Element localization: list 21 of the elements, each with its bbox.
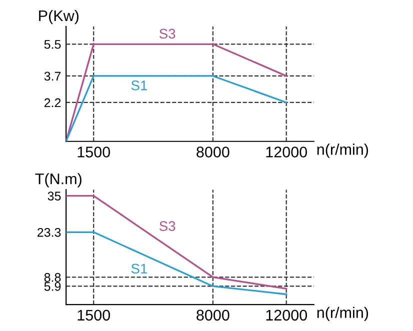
y-tick-label: 5.5	[44, 40, 61, 49]
x-axis-title: n(r/min)	[317, 144, 368, 158]
x-tick-label: 12000	[266, 310, 307, 321]
x-tick-label: 8000	[196, 310, 230, 321]
series-label: S3	[159, 28, 176, 39]
y-tick-label: 8.8	[44, 272, 61, 282]
y-axis-title: T(N.m)	[35, 173, 82, 188]
y-tick-label: 35	[48, 192, 61, 200]
x-tick-label: 1500	[78, 310, 110, 321]
x-tick-label: 12000	[266, 146, 307, 158]
y-tick-label: 5.9	[44, 282, 61, 291]
y-axis-title: P(Kw)	[39, 10, 78, 24]
series-label: S3	[159, 221, 176, 231]
y-tick-label: 2.2	[44, 98, 61, 108]
y-tick-label: 23.3	[38, 228, 61, 237]
series-label: S1	[131, 80, 148, 90]
y-tick-label: 3.7	[44, 72, 61, 81]
x-tick-label: 1500	[78, 146, 110, 158]
series-label: S1	[131, 264, 148, 274]
x-axis-title: n(r/min)	[317, 306, 368, 322]
x-tick-label: 8000	[196, 146, 230, 158]
